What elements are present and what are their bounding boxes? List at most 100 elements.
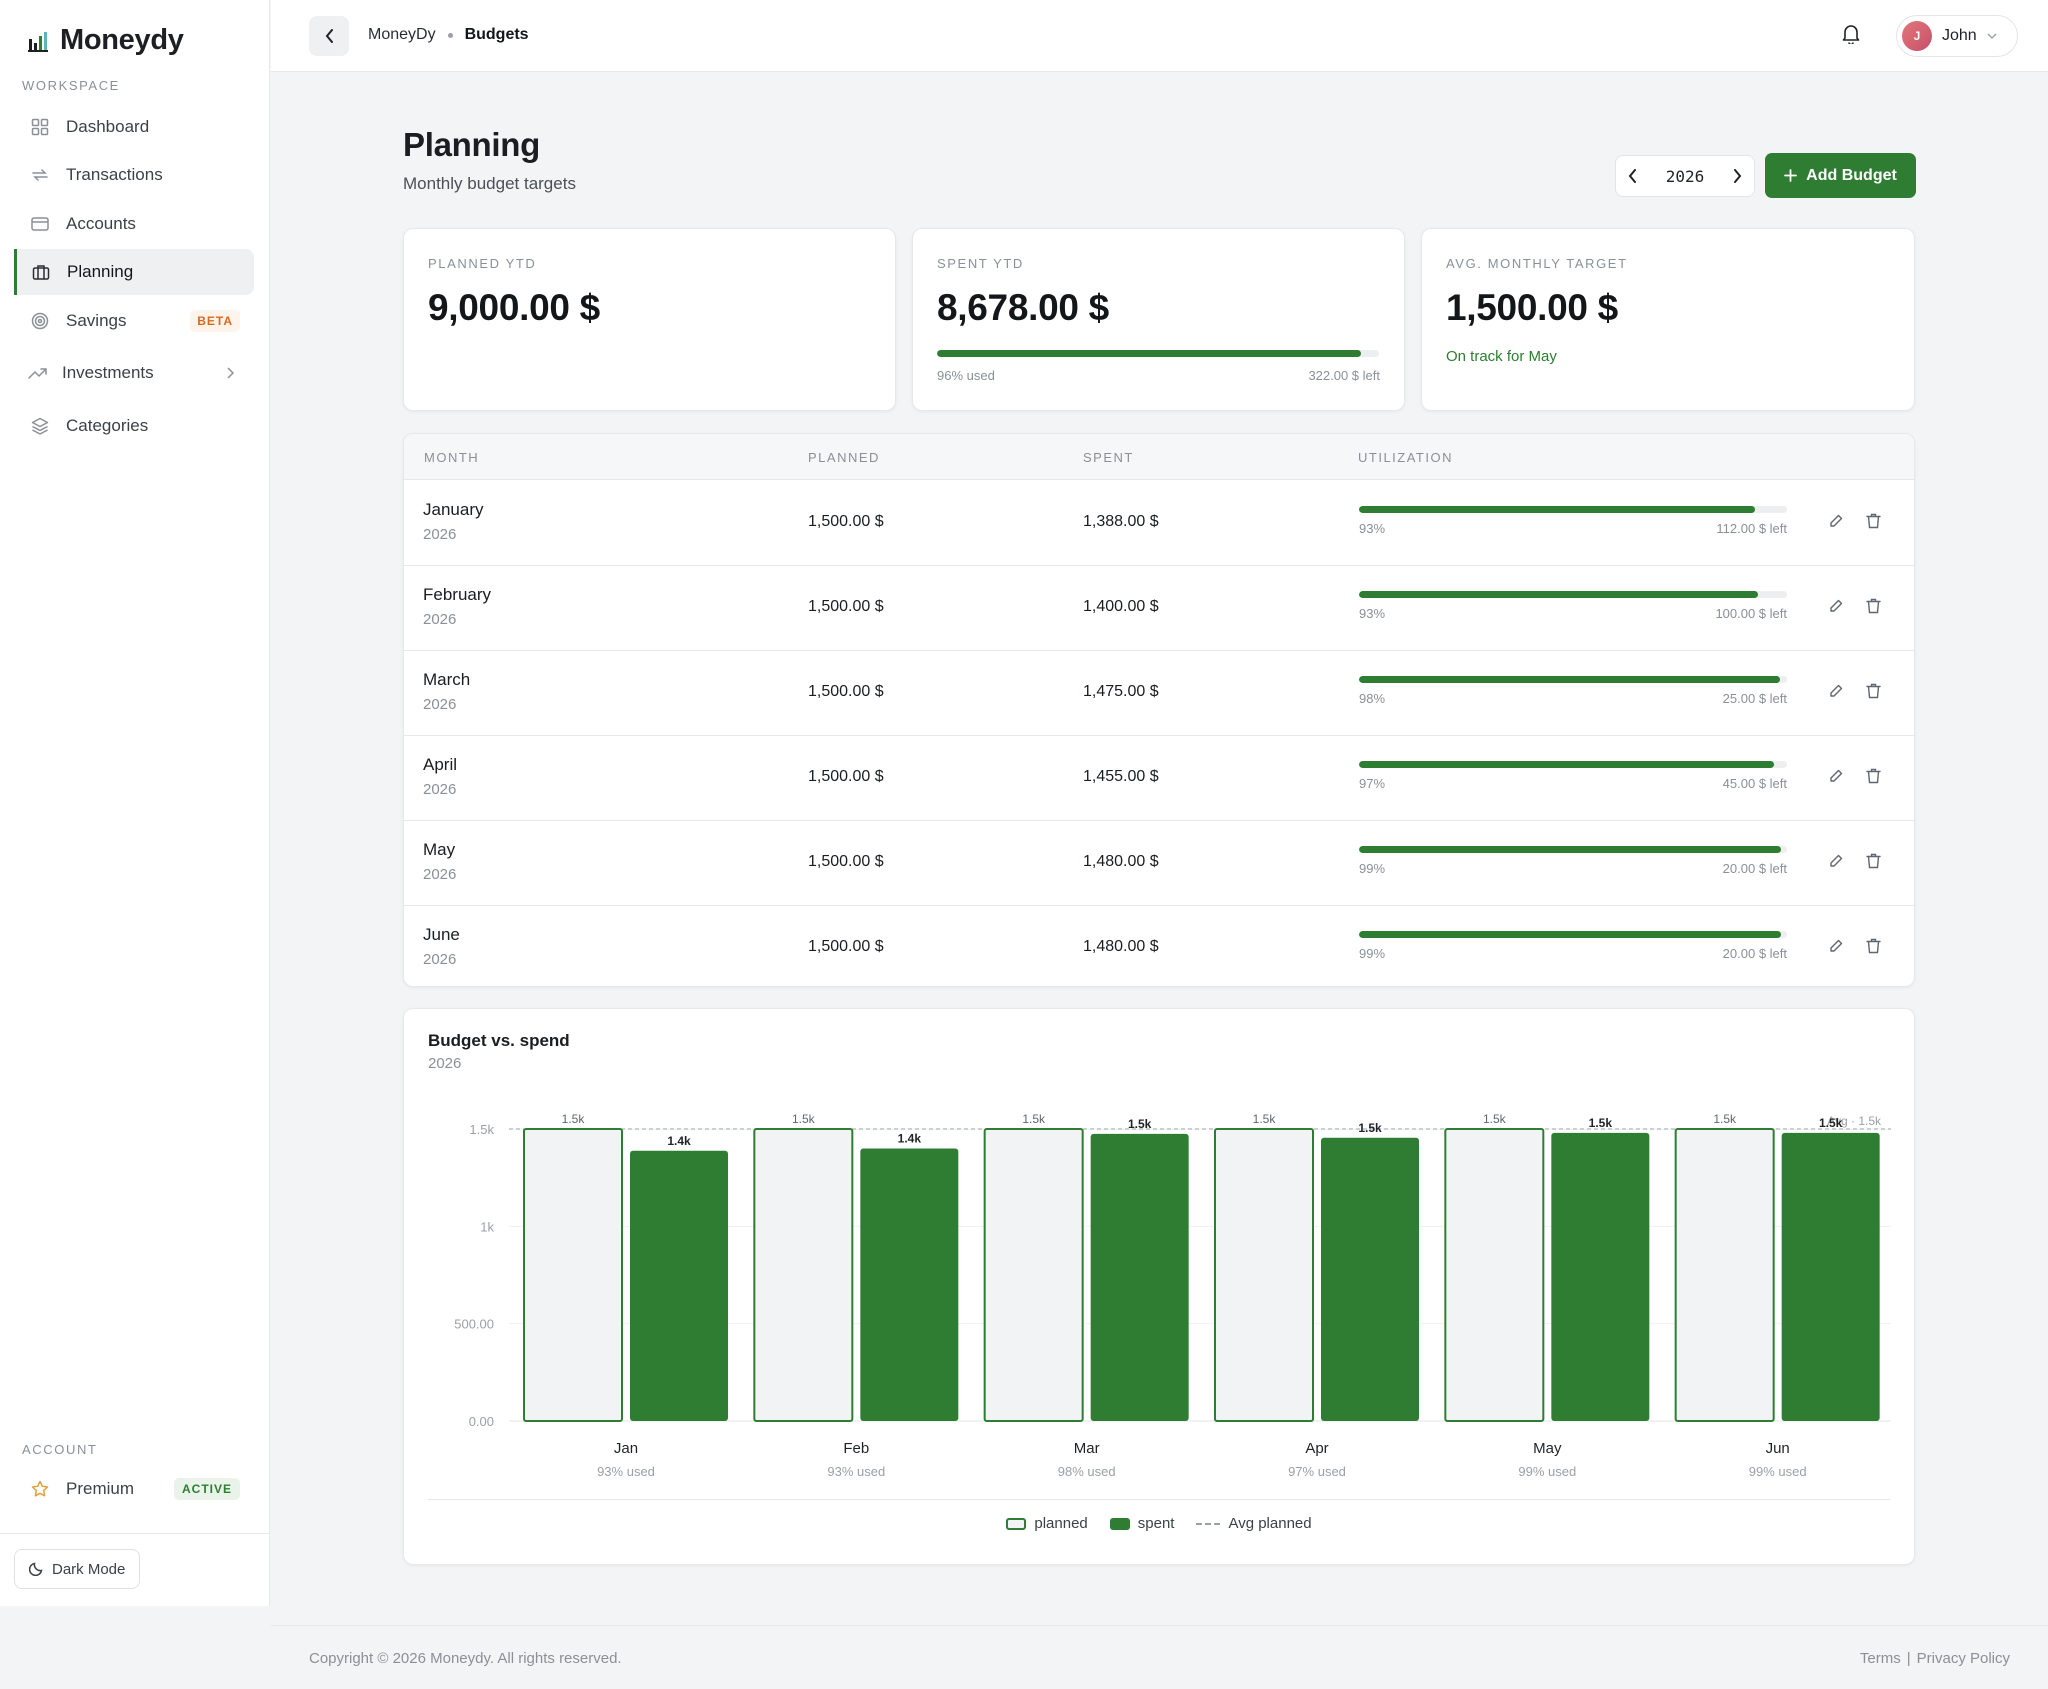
sidebar-item-investments[interactable]: Investments (14, 350, 254, 396)
x-category-sublabel: 97% used (1288, 1464, 1346, 1479)
table-row[interactable]: April 2026 1,500.00 $ 1,455.00 $ 97% 45.… (404, 736, 1914, 821)
delete-button[interactable] (1866, 513, 1881, 529)
delete-button[interactable] (1866, 768, 1881, 784)
month-year: 2026 (423, 951, 457, 968)
trash-icon (1866, 513, 1881, 529)
footer-links: Terms | Privacy Policy (1860, 1650, 2010, 1667)
sidebar-item-categories[interactable]: Categories (14, 403, 254, 449)
bar-label-planned: 1.5k (1713, 1112, 1737, 1126)
column-header-month: MONTH (424, 450, 480, 465)
planned-amount: 1,500.00 $ (808, 683, 884, 700)
table-row[interactable]: January 2026 1,500.00 $ 1,388.00 $ 93% 1… (404, 481, 1914, 566)
delete-button[interactable] (1866, 938, 1881, 954)
year-value: 2026 (1665, 166, 1705, 186)
edit-button[interactable] (1828, 598, 1844, 614)
bar-label-spent: 1.4k (667, 1134, 691, 1148)
sidebar-item-label: Investments (62, 363, 154, 382)
bar-label-spent: 1.5k (1819, 1116, 1843, 1130)
moon-icon (29, 1562, 43, 1576)
sidebar-item-planning[interactable]: Planning (14, 249, 254, 295)
table-row[interactable]: June 2026 1,500.00 $ 1,480.00 $ 99% 20.0… (404, 906, 1914, 991)
account-section-label: ACCOUNT (22, 1442, 98, 1457)
trash-icon (1866, 683, 1881, 699)
planned-amount: 1,500.00 $ (808, 768, 884, 785)
table-row[interactable]: February 2026 1,500.00 $ 1,400.00 $ 93% … (404, 566, 1914, 651)
legend-swatch-spent (1109, 1517, 1130, 1530)
month-name: April (423, 755, 458, 774)
pencil-icon (1828, 683, 1844, 699)
footer-separator: | (1906, 1650, 1911, 1667)
bar-chart-logo-icon (28, 30, 48, 52)
repeat-icon (30, 165, 50, 185)
back-button[interactable] (309, 16, 349, 56)
utilization-left: 20.00 $ left (1722, 861, 1787, 876)
bar-label-planned: 1.5k (1483, 1112, 1507, 1126)
sidebar-item-label: Transactions (66, 165, 163, 184)
bar-spent (630, 1150, 728, 1421)
column-header-planned: PLANNED (808, 450, 880, 465)
planned-amount: 1,500.00 $ (808, 853, 884, 870)
bar-planned (1444, 1128, 1545, 1422)
chart-legend: planned spent Avg planned (404, 1515, 1914, 1532)
privacy-link[interactable]: Privacy Policy (1916, 1650, 2010, 1667)
breadcrumb-item-moneydy[interactable]: MoneyDy (368, 26, 436, 43)
utilization-percent: 99% (1359, 946, 1386, 961)
pencil-icon (1828, 768, 1844, 784)
app-logo[interactable]: Moneydy (28, 24, 184, 57)
dark-mode-button[interactable]: Dark Mode (14, 1549, 141, 1589)
utilization-percent: 99% (1359, 861, 1386, 876)
month-year: 2026 (423, 526, 457, 543)
month-year: 2026 (423, 781, 457, 798)
legend-label: planned (1034, 1515, 1088, 1532)
terms-link[interactable]: Terms (1859, 1650, 1901, 1667)
bar-spent (1321, 1137, 1419, 1421)
next-year-button[interactable] (1733, 169, 1742, 183)
edit-button[interactable] (1828, 938, 1844, 954)
bar-planned (983, 1128, 1084, 1422)
legend-item-avg[interactable]: Avg planned (1196, 1515, 1312, 1532)
table-header: MONTH PLANNED SPENT UTILIZATION (404, 434, 1914, 480)
utilization-left: 100.00 $ left (1715, 606, 1787, 621)
notifications-button[interactable] (1842, 24, 1860, 44)
sidebar-item-label: Categories (66, 416, 149, 435)
add-budget-label: Add Budget (1806, 166, 1897, 184)
table-row[interactable]: March 2026 1,500.00 $ 1,475.00 $ 98% 25.… (404, 651, 1914, 736)
edit-button[interactable] (1828, 853, 1844, 869)
sidebar-item-dashboard[interactable]: Dashboard (14, 104, 254, 150)
legend-item-spent[interactable]: spent (1109, 1515, 1174, 1532)
sidebar-item-transactions[interactable]: Transactions (14, 152, 254, 198)
bar-label-spent: 1.4k (898, 1131, 922, 1145)
edit-button[interactable] (1828, 513, 1844, 529)
utilization-left: 25.00 $ left (1722, 691, 1787, 706)
trash-icon (1866, 598, 1881, 614)
prev-year-button[interactable] (1628, 169, 1637, 183)
planned-amount: 1,500.00 $ (808, 598, 884, 615)
sidebar-item-premium[interactable]: Premium ACTIVE (14, 1466, 254, 1512)
pencil-icon (1828, 513, 1844, 529)
utilization-left: 45.00 $ left (1722, 776, 1787, 791)
edit-button[interactable] (1828, 768, 1844, 784)
delete-button[interactable] (1866, 598, 1881, 614)
legend-item-planned[interactable]: planned (1006, 1515, 1088, 1532)
sidebar-item-label: Planning (67, 262, 134, 281)
column-header-spent: SPENT (1083, 450, 1134, 465)
legend-swatch-planned (1006, 1517, 1027, 1530)
utilization-bar (1359, 676, 1787, 683)
delete-button[interactable] (1866, 683, 1881, 699)
utilization-percent: 98% (1359, 691, 1386, 706)
delete-button[interactable] (1866, 853, 1881, 869)
beta-badge: BETA (190, 310, 240, 332)
sidebar-item-savings[interactable]: Savings BETA (14, 298, 254, 344)
page-title: Planning (403, 126, 540, 163)
utilization-bar (1359, 846, 1787, 853)
sidebar-item-accounts[interactable]: Accounts (14, 201, 254, 247)
stat-value: 9,000.00 $ (428, 287, 600, 328)
table-row[interactable]: May 2026 1,500.00 $ 1,480.00 $ 99% 20.00… (404, 821, 1914, 906)
trash-icon (1866, 853, 1881, 869)
user-menu[interactable]: J John (1896, 15, 2018, 57)
edit-button[interactable] (1828, 683, 1844, 699)
spent-amount: 1,475.00 $ (1083, 683, 1159, 700)
add-budget-button[interactable]: Add Budget (1765, 153, 1916, 198)
layers-icon (30, 416, 50, 436)
x-category-sublabel: 99% used (1749, 1464, 1807, 1479)
